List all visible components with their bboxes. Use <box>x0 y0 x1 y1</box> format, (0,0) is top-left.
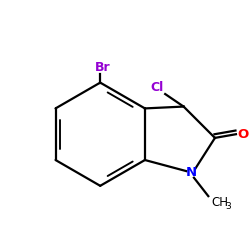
Text: O: O <box>237 128 248 141</box>
Text: N: N <box>186 166 196 179</box>
Text: 3: 3 <box>225 202 231 210</box>
Text: CH: CH <box>211 196 228 209</box>
Text: Br: Br <box>95 61 111 74</box>
Text: Cl: Cl <box>150 81 164 94</box>
